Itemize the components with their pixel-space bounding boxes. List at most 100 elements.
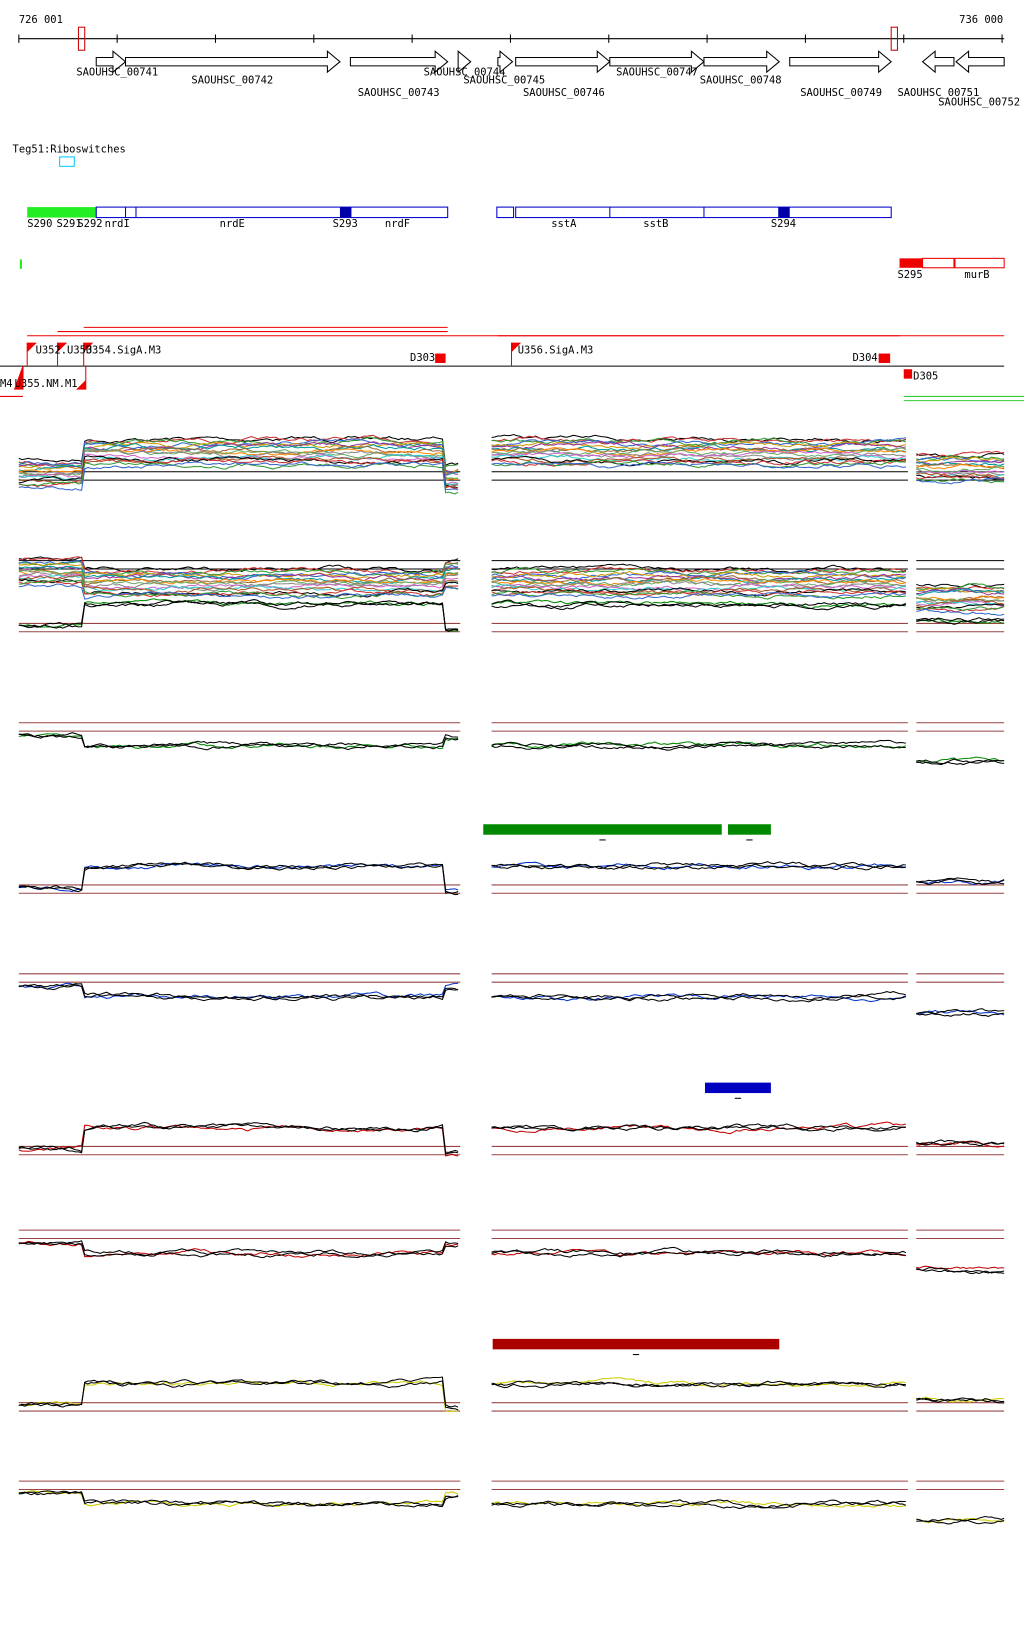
promoter-label: U355.NM.M1 xyxy=(15,378,78,390)
gene-arrow xyxy=(955,50,1005,74)
coverage-line xyxy=(916,463,1005,470)
coverage-line xyxy=(916,587,1005,596)
coverage-line xyxy=(916,1140,1005,1147)
terminator xyxy=(903,369,913,379)
coverage-line xyxy=(491,1246,906,1258)
coverage-line xyxy=(916,877,1005,885)
coverage-line xyxy=(18,733,459,751)
coverage-line xyxy=(491,1499,906,1508)
terminator xyxy=(435,353,446,363)
coverage-line xyxy=(491,863,906,871)
coverage-line xyxy=(18,1124,459,1157)
gene-label: SAOUHSC_00748 xyxy=(700,75,782,87)
condition-bar xyxy=(705,1082,771,1094)
coverage-line xyxy=(916,1267,1005,1275)
riboswitch xyxy=(59,156,75,167)
gene-arrow xyxy=(609,50,705,74)
feature-label: S295 xyxy=(897,269,922,281)
promoter xyxy=(57,342,68,367)
feature-label: S291 xyxy=(56,218,81,230)
feature xyxy=(19,259,22,269)
coverage-line xyxy=(491,741,907,749)
track-title: Teg51:Riboswitches xyxy=(13,144,126,156)
gene-arrow xyxy=(789,50,893,74)
coverage-line xyxy=(491,445,907,454)
coverage-line xyxy=(491,599,906,610)
coverage-line xyxy=(18,461,459,495)
coverage-line xyxy=(18,599,459,631)
coverage-line xyxy=(916,454,1005,461)
ruler-marker xyxy=(77,26,86,51)
coverage-line xyxy=(491,1499,906,1510)
coverage-line xyxy=(491,440,906,452)
promoter xyxy=(510,342,522,367)
gene-label: SAOUHSC_00743 xyxy=(358,87,440,99)
feature-label: sstB xyxy=(643,218,668,230)
coverage-line xyxy=(491,447,907,458)
coverage-line xyxy=(18,574,459,594)
coverage-line xyxy=(18,732,459,751)
gene-arrow xyxy=(515,50,611,74)
coverage-line xyxy=(18,436,459,468)
feature xyxy=(27,207,97,218)
coverage-line xyxy=(916,478,1005,484)
coverage-line xyxy=(916,587,1005,593)
ruler-start: 726 001 xyxy=(19,14,63,26)
coverage-line xyxy=(491,566,906,576)
coverage-line xyxy=(18,861,459,894)
coverage-line xyxy=(916,603,1005,610)
feature-label: S290 xyxy=(27,218,52,230)
gene-label: SAOUHSC_00744 xyxy=(424,66,506,78)
coverage-line xyxy=(916,474,1005,480)
feature-label: nrdE xyxy=(220,218,245,230)
coverage-line xyxy=(916,1398,1005,1404)
gene-arrow xyxy=(497,50,514,74)
coverage-line xyxy=(916,606,1005,612)
feature-label: S293 xyxy=(333,218,358,230)
promoter-label: U356.SigA.M3 xyxy=(518,345,594,357)
coverage-line xyxy=(18,598,459,632)
coverage-line xyxy=(916,618,1005,624)
gene-arrow xyxy=(95,50,127,74)
coverage-line xyxy=(491,599,907,611)
coverage-line xyxy=(916,878,1005,886)
condition-bar xyxy=(728,824,771,835)
gene-label: SAOUHSC_00741 xyxy=(76,66,158,78)
coverage-line xyxy=(18,583,459,600)
coverage-line xyxy=(491,1380,906,1388)
coverage-line xyxy=(491,991,906,1003)
coverage-line xyxy=(916,597,1005,603)
coverage-line xyxy=(18,1122,459,1155)
coverage-line xyxy=(491,573,906,584)
feature-label: nrdF xyxy=(385,218,410,230)
coverage-line xyxy=(916,456,1005,463)
coverage-line xyxy=(491,1381,906,1389)
coverage-line xyxy=(491,1123,906,1132)
coverage-line xyxy=(916,472,1005,479)
promoter xyxy=(76,366,87,390)
coverage-line xyxy=(491,563,907,574)
feature-label: nrdI xyxy=(105,218,130,230)
coverage-line xyxy=(491,433,907,445)
coverage-line xyxy=(916,1008,1005,1015)
coverage-line xyxy=(491,437,906,447)
coverage-line xyxy=(18,1376,459,1408)
coverage-line xyxy=(18,862,459,893)
coverage-line xyxy=(18,434,459,473)
promoter xyxy=(26,342,37,367)
coverage-line xyxy=(916,600,1005,606)
feature xyxy=(778,207,790,218)
coverage-line xyxy=(916,1517,1005,1524)
gene-arrow xyxy=(921,50,955,74)
coverage-line xyxy=(916,598,1005,608)
gene-label: SAOUHSC_00749 xyxy=(800,87,882,99)
coverage-line xyxy=(916,469,1005,475)
coverage-line xyxy=(18,565,459,584)
gene-arrow xyxy=(124,50,341,74)
feature-label: S294 xyxy=(771,218,796,230)
coverage-line xyxy=(916,1012,1005,1017)
condition-bar xyxy=(492,1338,780,1350)
coverage-line xyxy=(18,573,459,590)
coverage-line xyxy=(18,983,459,1002)
coverage-line xyxy=(491,1121,906,1135)
